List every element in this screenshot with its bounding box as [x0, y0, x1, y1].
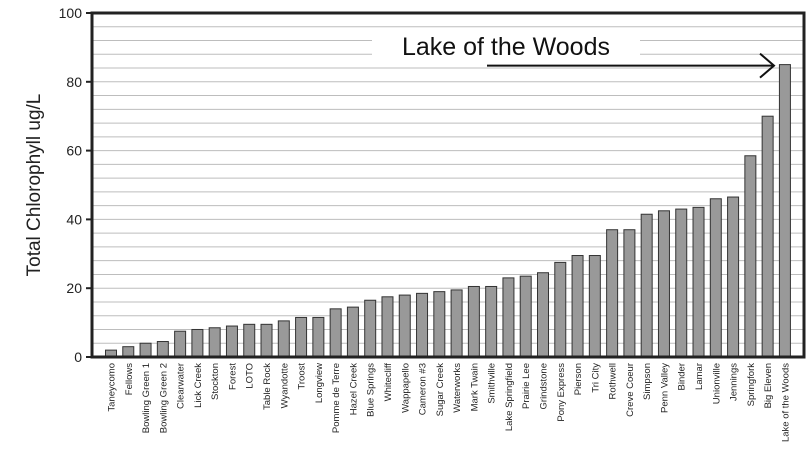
y-axis-label: Total Chlorophyll ug/L — [24, 94, 45, 277]
annotation-arrow-head — [759, 52, 776, 79]
y-tick-label: 80 — [66, 74, 82, 90]
bar — [260, 323, 273, 358]
bar — [485, 285, 498, 358]
x-category-label: Springfork — [746, 363, 757, 407]
x-category-label: Lake Springfield — [504, 363, 515, 431]
bar — [640, 213, 653, 358]
y-tick-label: 0 — [74, 349, 82, 365]
x-category-label: LOTO — [245, 363, 256, 389]
bar — [139, 342, 152, 358]
x-category-label: Penn Valley — [659, 363, 670, 413]
bar — [675, 208, 688, 358]
bar — [277, 320, 290, 358]
bar — [191, 328, 204, 358]
x-category-label: Pony Express — [556, 363, 567, 422]
gridlines — [92, 26, 804, 344]
bar — [312, 316, 325, 358]
bar — [467, 285, 480, 358]
x-category-label: Wyandotte — [279, 363, 290, 408]
x-category-label: Binder — [677, 363, 688, 390]
x-category-label: Hazel Creek — [348, 363, 359, 416]
x-category-label: Forest — [227, 363, 238, 390]
bar — [537, 272, 549, 358]
bar — [761, 115, 774, 358]
annotation-background — [372, 30, 640, 64]
x-category-label: Creve Coeur — [625, 363, 636, 417]
x-category-label: Longview — [314, 363, 325, 403]
bar — [692, 206, 705, 358]
bar — [744, 155, 757, 358]
x-category-label: Pierson — [573, 363, 584, 395]
bar — [156, 341, 169, 358]
bars — [105, 64, 791, 358]
bar — [519, 275, 532, 358]
y-tick-label: 100 — [59, 5, 83, 21]
x-category-label: Prairie Lee — [521, 363, 532, 409]
bar — [571, 255, 584, 358]
x-category-label: Fellows — [124, 363, 135, 395]
bar — [381, 296, 394, 358]
lake-of-the-woods-annotation: Lake of the Woods — [372, 30, 776, 79]
y-tick-label: 20 — [66, 280, 82, 296]
bar — [502, 277, 515, 358]
y-tick-label: 40 — [66, 211, 82, 227]
x-category-label: Lamar — [694, 363, 705, 390]
bar — [208, 327, 221, 358]
bar — [174, 330, 187, 358]
x-category-label: Blue Springs — [366, 363, 377, 417]
x-category-label: Mark Twain — [469, 363, 480, 411]
x-category-label: Stockton — [210, 363, 221, 400]
bar — [225, 325, 238, 358]
x-category-label: Lake of the Woods — [780, 363, 791, 442]
bar — [364, 299, 377, 358]
x-category-label: Bowling Green 1 — [141, 363, 152, 433]
x-category-label: Jennings — [729, 363, 740, 401]
annotation-text: Lake of the Woods — [402, 33, 610, 61]
bar — [122, 346, 135, 358]
y-tick-label: 60 — [66, 143, 82, 159]
x-category-label: Simpson — [642, 363, 653, 400]
bar — [709, 198, 722, 358]
x-axis-labels: Taneycomo Fellows Bowling Green 1 Bowling G… — [107, 363, 792, 442]
bar — [295, 316, 308, 358]
bar — [433, 291, 446, 358]
x-category-label: Grindstone — [539, 363, 550, 409]
bar — [623, 229, 636, 358]
x-category-label: Whitecliff — [383, 363, 394, 402]
x-category-label: Taneycomo — [107, 363, 118, 412]
x-category-label: Smithville — [487, 363, 498, 404]
bar — [450, 289, 463, 358]
x-category-label: Big Eleven — [763, 363, 774, 408]
bar — [346, 306, 359, 358]
x-category-label: Sugar Creek — [435, 363, 446, 417]
x-category-label: Rothwell — [608, 363, 619, 399]
x-category-label: Lick Creek — [193, 363, 204, 408]
bar — [243, 323, 256, 358]
x-category-label: Clearwater — [176, 363, 187, 409]
x-category-label: Cameron #3 — [418, 363, 429, 415]
bar — [727, 196, 740, 358]
x-category-label: Bowling Green 2 — [158, 363, 169, 433]
x-category-label: Waterworks — [452, 363, 463, 413]
bar — [554, 261, 567, 358]
x-category-label: Troost — [297, 363, 308, 390]
y-axis-ticks: 0 20 40 60 80 100 — [59, 5, 92, 365]
x-category-label: Wappapello — [400, 363, 411, 413]
x-category-label: Unionville — [711, 363, 722, 404]
bar — [588, 255, 601, 358]
x-category-label: Tri City — [590, 363, 601, 393]
bar — [778, 64, 791, 358]
x-category-label: Table Rock — [262, 363, 273, 410]
bar — [416, 292, 429, 358]
bar — [398, 294, 411, 358]
bar — [329, 308, 342, 358]
plot-frame — [90, 11, 806, 359]
bar — [606, 229, 619, 358]
x-category-label: Pomme de Terre — [331, 363, 342, 433]
bar — [657, 210, 670, 358]
